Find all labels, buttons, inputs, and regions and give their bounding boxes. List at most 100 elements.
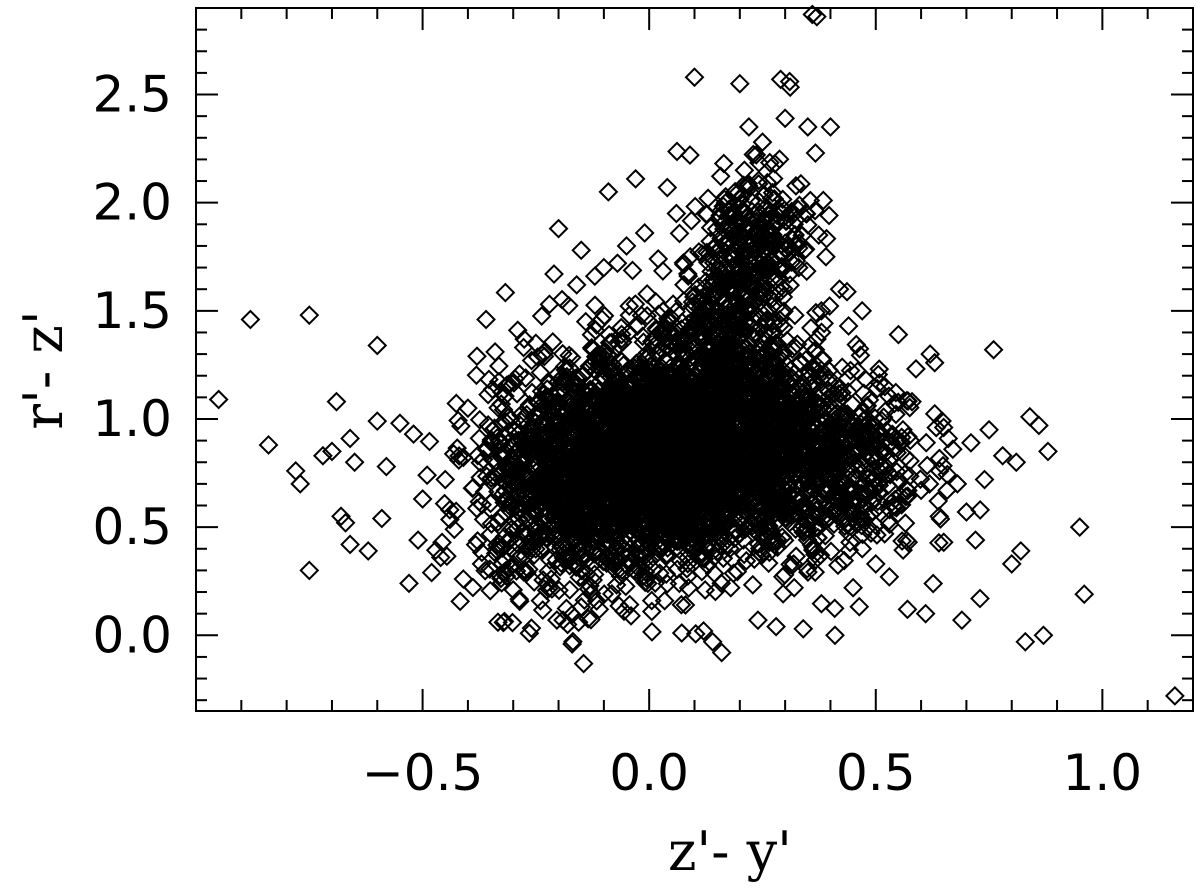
data-point	[747, 361, 768, 382]
data-point	[586, 591, 607, 611]
data-point	[840, 532, 860, 553]
data-point	[527, 347, 548, 367]
data-point	[742, 574, 763, 595]
data-point	[755, 255, 776, 276]
data-point	[867, 378, 888, 399]
data-point	[814, 479, 835, 500]
data-point	[762, 182, 783, 203]
data-point	[491, 394, 512, 415]
data-point	[699, 392, 719, 413]
data-point	[729, 494, 750, 515]
data-point	[774, 301, 794, 322]
data-point	[736, 550, 757, 571]
data-point	[669, 481, 690, 502]
data-point	[895, 513, 916, 534]
data-point	[900, 451, 920, 471]
data-point	[811, 593, 832, 614]
data-points	[208, 4, 1185, 706]
data-point	[592, 367, 613, 388]
data-point	[685, 623, 706, 644]
data-point	[695, 306, 716, 327]
data-point	[484, 467, 505, 488]
data-point	[488, 512, 508, 533]
data-point	[689, 462, 710, 483]
data-point	[533, 468, 554, 489]
data-point	[875, 401, 896, 422]
data-point	[721, 475, 741, 496]
data-point	[747, 364, 768, 385]
data-point	[797, 214, 818, 235]
data-point	[731, 318, 752, 339]
data-point	[808, 505, 829, 526]
data-point	[652, 260, 673, 281]
data-point	[706, 326, 727, 347]
data-point	[748, 253, 769, 273]
data-point	[923, 573, 944, 594]
data-point	[717, 457, 738, 478]
data-point	[814, 431, 834, 452]
data-point	[467, 445, 488, 466]
data-point	[739, 269, 760, 289]
data-point	[670, 451, 690, 472]
data-point	[817, 388, 838, 409]
data-point	[808, 517, 828, 538]
data-point	[641, 463, 662, 484]
data-point	[654, 446, 675, 467]
data-point	[703, 252, 724, 273]
data-point	[601, 332, 622, 353]
data-point	[680, 318, 701, 339]
data-point	[720, 243, 741, 264]
data-point	[840, 360, 861, 381]
data-point	[880, 464, 901, 485]
data-point	[619, 305, 640, 326]
data-point	[896, 530, 917, 551]
data-point	[725, 522, 746, 542]
data-point	[755, 515, 776, 536]
data-point	[692, 244, 712, 264]
data-point	[522, 382, 542, 403]
data-point	[770, 454, 791, 475]
data-point	[786, 546, 807, 567]
data-point	[488, 612, 508, 633]
data-point	[731, 269, 752, 290]
data-point	[542, 332, 563, 352]
data-point	[669, 223, 690, 244]
data-point	[715, 193, 736, 213]
data-point	[559, 345, 580, 366]
data-point	[697, 412, 718, 433]
data-point	[626, 421, 647, 442]
data-point	[713, 548, 734, 569]
data-point	[844, 423, 865, 443]
data-point	[774, 530, 795, 551]
data-point	[917, 455, 938, 476]
data-point	[797, 529, 818, 550]
data-point	[513, 562, 534, 582]
data-point	[582, 380, 603, 401]
data-point	[866, 525, 887, 545]
data-point	[641, 601, 662, 622]
data-point	[817, 456, 838, 476]
data-point	[597, 345, 618, 366]
data-point	[769, 309, 790, 330]
data-point	[516, 536, 537, 557]
data-point	[599, 332, 620, 353]
data-point	[634, 435, 655, 456]
data-point	[631, 359, 652, 379]
data-point	[733, 201, 754, 222]
data-point	[788, 238, 809, 258]
data-point	[491, 568, 511, 589]
data-point	[670, 550, 691, 571]
data-point	[419, 431, 440, 452]
data-point	[844, 444, 865, 465]
data-point	[740, 430, 761, 451]
data-point	[703, 353, 723, 374]
data-point	[852, 524, 873, 545]
data-point	[581, 609, 601, 630]
data-point	[784, 305, 805, 326]
data-point	[446, 393, 467, 414]
data-point	[799, 388, 820, 409]
data-point	[759, 152, 780, 173]
data-point	[769, 360, 790, 381]
data-point	[614, 488, 635, 508]
data-point	[814, 313, 835, 334]
